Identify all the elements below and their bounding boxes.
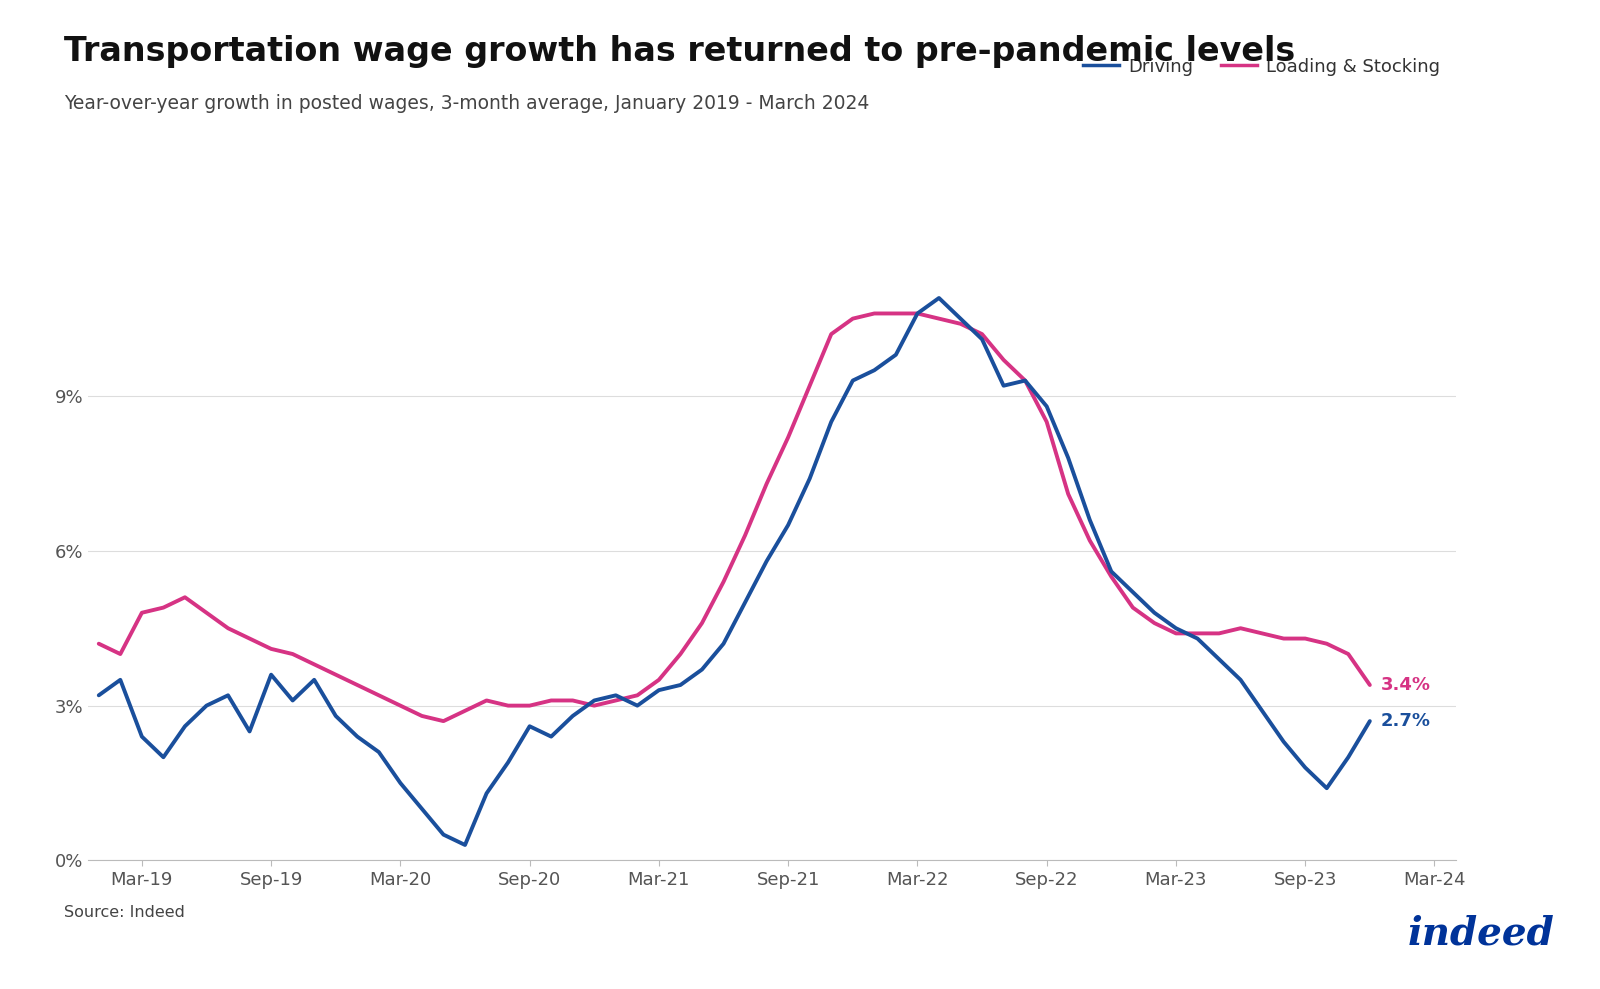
Text: Transportation wage growth has returned to pre-pandemic levels: Transportation wage growth has returned … [64, 35, 1296, 67]
Text: Year-over-year growth in posted wages, 3-month average, January 2019 - March 202: Year-over-year growth in posted wages, 3… [64, 94, 869, 113]
Text: 2.7%: 2.7% [1381, 712, 1430, 730]
Legend: Driving, Loading & Stocking: Driving, Loading & Stocking [1077, 50, 1446, 83]
Text: indeed: indeed [1408, 915, 1555, 952]
Text: 3.4%: 3.4% [1381, 676, 1430, 694]
Text: Source: Indeed: Source: Indeed [64, 905, 186, 920]
